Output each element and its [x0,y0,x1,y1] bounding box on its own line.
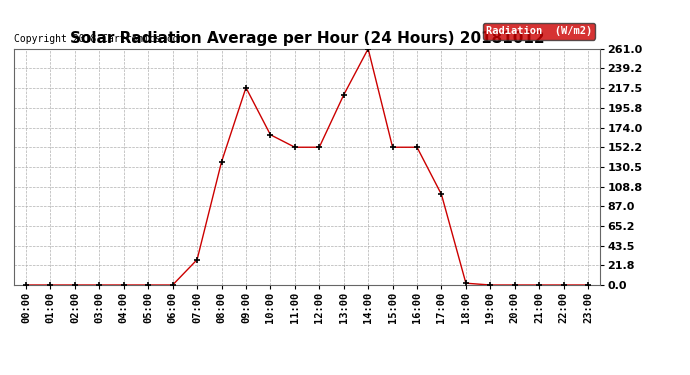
Text: Copyright 2018 Cartronics.com: Copyright 2018 Cartronics.com [14,34,184,44]
Legend: Radiation  (W/m2): Radiation (W/m2) [482,23,595,39]
Title: Solar Radiation Average per Hour (24 Hours) 20181012: Solar Radiation Average per Hour (24 Hou… [70,31,544,46]
